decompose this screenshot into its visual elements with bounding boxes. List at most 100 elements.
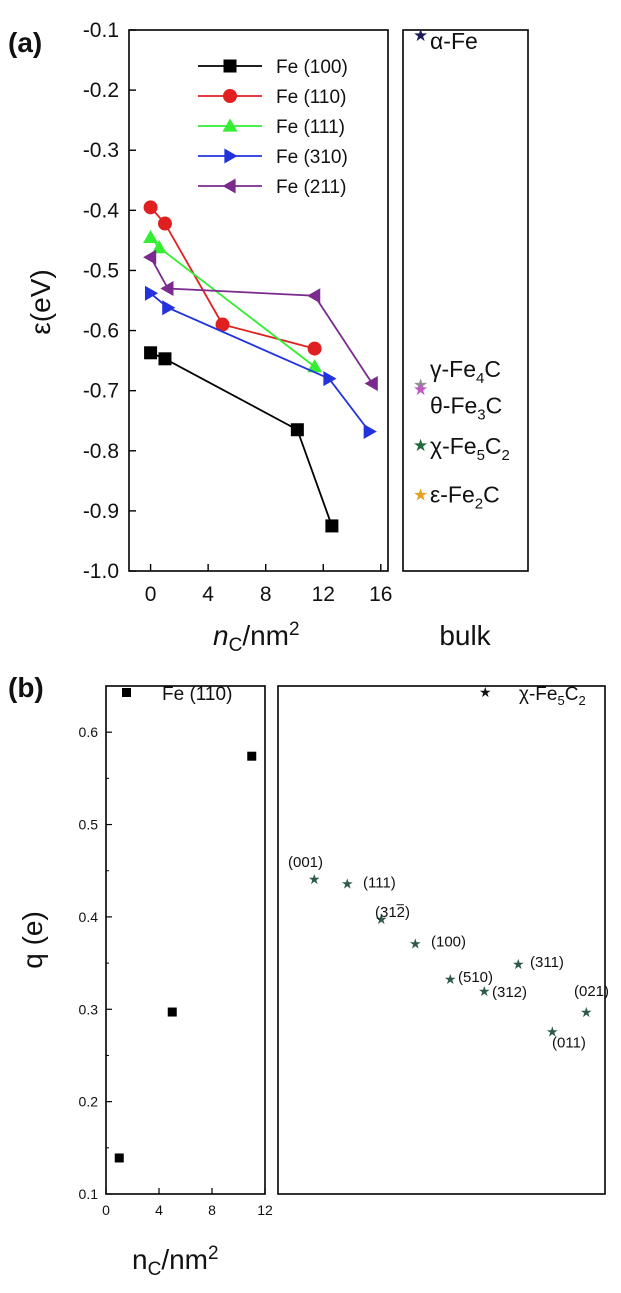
panel-b: (b) 0.1 0.2 0.3 0.4 0.5 0.6 0 4 8 12 ★ (001) ★ (111)… — [8, 672, 609, 1280]
panel-a: (a) -0.1 -0.2 -0.3 -0.4 -0.5 -0.6 -0.7 -0.8 -0.9… — [8, 19, 529, 656]
panel-a-data-point — [215, 317, 230, 332]
panel-b-plot-frame — [105, 685, 266, 1195]
panel-b-bulk-star: ★ — [444, 971, 457, 987]
panel-a-bulk-label: α-Fe — [430, 28, 478, 54]
panel-b-facet-label: (011) — [552, 1034, 586, 1051]
panel-a-bulk-label: γ-Fe4C — [430, 356, 501, 387]
panel-a-data-point — [143, 229, 159, 244]
panel-a-data-point — [143, 200, 158, 215]
panel-b-y-axis-title: q (e) — [17, 911, 48, 969]
panel-a-bulk-star: ★ — [413, 26, 428, 45]
panel-a-series-line — [149, 236, 316, 368]
panel-a-ytick-label: -0.4 — [83, 199, 120, 222]
panel-b-bulk-frame — [277, 685, 606, 1195]
panel-a-legend-label: Fe (100) — [276, 57, 348, 78]
panel-b-facet-label: (510) — [458, 969, 493, 986]
panel-a-ytick-label: -0.6 — [83, 320, 119, 343]
panel-a-legend-label: Fe (110) — [276, 87, 346, 108]
panel-b-xtick-label: 8 — [208, 1202, 216, 1218]
panel-b-facet-label: (312) — [375, 904, 410, 921]
panel-b-bulk-star: ★ — [409, 936, 422, 952]
panel-a-data-point — [160, 280, 174, 296]
panel-a-data-point — [157, 216, 172, 231]
panel-a-ytick-label: -0.9 — [83, 500, 119, 523]
panel-a-y-axis-title: ε(eV) — [25, 269, 56, 334]
panel-b-bulk-star: ★ — [478, 983, 491, 999]
panel-b-xtick-label: 0 — [102, 1202, 110, 1218]
panel-a-data-point — [151, 240, 167, 254]
panel-a-label: (a) — [8, 27, 42, 58]
panel-a-ytick-label: -0.3 — [83, 139, 119, 162]
panel-b-ytick-label: 0.3 — [79, 1001, 99, 1017]
panel-a-data-point — [144, 346, 158, 360]
panel-b-ytick-label: 0.1 — [79, 1186, 99, 1202]
panel-b-data-point — [247, 751, 257, 761]
panel-a-data-point — [307, 288, 321, 304]
panel-b-ytick-label: 0.4 — [79, 909, 99, 925]
panel-a-series-4 — [143, 249, 378, 391]
panel-a-ytick-label: -0.5 — [83, 259, 119, 282]
panel-a-legend-marker — [222, 178, 236, 194]
panel-b-bulk-legend-label: χ-Fe5C2 — [519, 684, 586, 708]
panel-b-ytick-label: 0.5 — [79, 817, 99, 833]
panel-b-bulk-star: ★ — [375, 911, 388, 927]
panel-a-ytick-label: -0.2 — [83, 79, 119, 102]
panel-a-xtick-label: 4 — [202, 583, 214, 606]
panel-b-facet-label: (100) — [431, 934, 466, 951]
panel-a-axes: -0.1 -0.2 -0.3 -0.4 -0.5 -0.6 -0.7 -0.8 -0.9 -1.0… — [83, 19, 393, 606]
panel-a-series-line — [150, 351, 333, 527]
panel-b-ytick-label: 0.2 — [79, 1094, 99, 1110]
panel-b-bulk-star: ★ — [341, 876, 354, 892]
panel-a-ytick-label: -0.8 — [83, 440, 119, 463]
panel-b-facet-label: (111) — [363, 875, 396, 892]
panel-b-x-axis-title: nC/nm2 — [132, 1243, 219, 1280]
panel-a-ytick-label: -0.7 — [83, 380, 119, 403]
panel-b-xtick-label: 12 — [257, 1202, 273, 1218]
panel-a-ytick-label: -1.0 — [83, 560, 119, 583]
panel-a-bulk-points: ★ α-Fe★γ-Fe4C★θ-Fe3C★ χ-Fe5C2★ ε-Fe2C — [413, 26, 510, 513]
panel-a-legend-label: Fe (310) — [276, 147, 348, 168]
panel-b-bulk-star: ★ — [546, 1023, 559, 1039]
panel-a-bulk-frame — [402, 29, 529, 572]
panel-a-bulk-label: bulk — [439, 620, 491, 651]
panel-a-legend-marker — [223, 59, 237, 73]
panel-a-data-point — [162, 300, 176, 316]
panel-a-data-point — [290, 423, 304, 437]
panel-a-y-axis-title-text: ε(eV) — [25, 269, 56, 334]
panel-b-facet-label: (001) — [288, 854, 323, 871]
panel-a-xtick-label: 8 — [260, 583, 272, 606]
panel-b-legend: Fe (110) — [122, 684, 232, 705]
panel-a-legend-marker — [223, 89, 237, 103]
panel-a-data-point — [323, 371, 337, 387]
panel-b-label: (b) — [8, 672, 44, 703]
panel-b-ytick-label: 0.6 — [79, 724, 99, 740]
panel-b-bulk-star: ★ — [512, 956, 525, 972]
panel-a-series-2 — [143, 229, 323, 373]
panel-b-axes: 0.1 0.2 0.3 0.4 0.5 0.6 0 4 8 12 — [79, 685, 273, 1218]
panel-a-series-line — [150, 292, 371, 433]
panel-a-bulk-star: ★ — [413, 376, 428, 395]
panel-b-legend-label: Fe (110) — [162, 684, 232, 705]
panel-a-legend-marker — [222, 118, 238, 132]
panel-a-data-point — [307, 341, 322, 356]
panel-a-bulk-star: ★ — [413, 486, 428, 505]
panel-a-data-point — [325, 519, 339, 533]
panel-a-series-1 — [143, 200, 322, 356]
panel-a-legend-marker — [224, 148, 238, 164]
panel-a-ytick-label: -0.1 — [83, 19, 119, 42]
panel-a-data-point — [143, 249, 157, 265]
panel-a-xtick-label: 0 — [145, 583, 157, 606]
panel-a-bulk-label: χ-Fe5C2 — [430, 433, 510, 464]
panel-a-data-point — [307, 359, 323, 373]
panel-a-bulk-star: ★ — [413, 380, 428, 399]
panel-a-bulk-label: ε-Fe2C — [430, 482, 500, 513]
panel-b-data-point — [114, 1153, 124, 1163]
panel-b-xtick-label: 4 — [155, 1202, 163, 1218]
panel-a-bulk-star: ★ — [413, 436, 428, 455]
panel-b-y-axis-title-text: q (e) — [17, 911, 48, 969]
panel-a-data-point — [363, 424, 377, 440]
panel-a-series — [143, 200, 378, 533]
panel-b-legend-marker — [122, 688, 131, 697]
panel-a-data-point — [144, 285, 159, 301]
